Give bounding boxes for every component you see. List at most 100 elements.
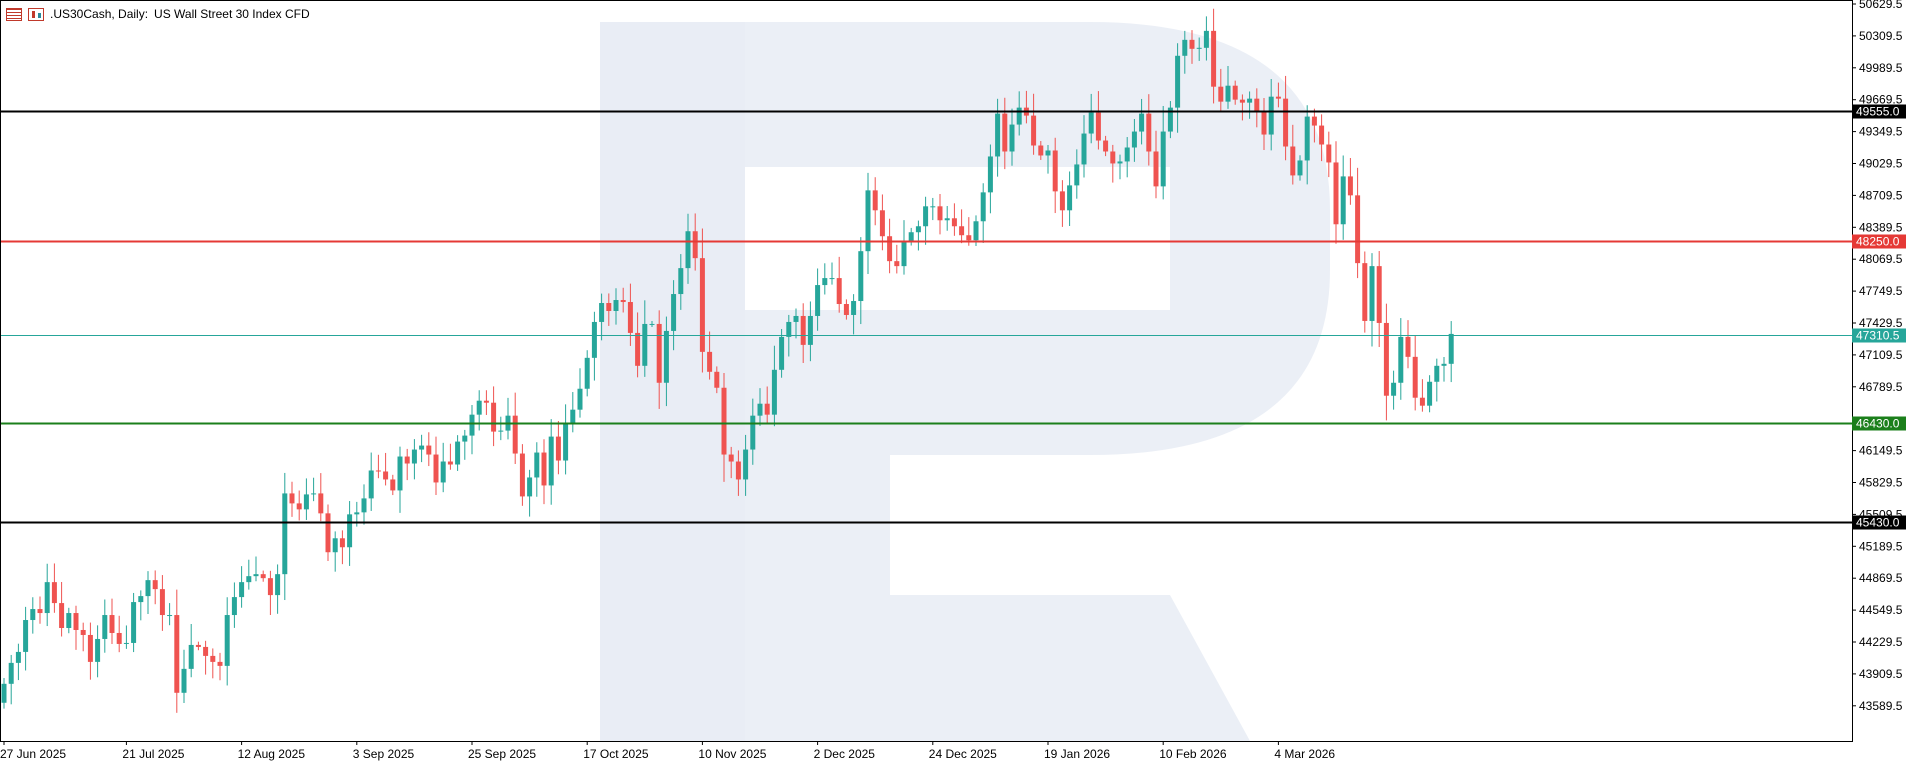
y-tick-label: 47429.5 — [1859, 316, 1903, 330]
candle-body — [462, 435, 468, 442]
candlestick-chart-icon[interactable] — [28, 7, 44, 21]
candle-body — [368, 470, 374, 499]
candle-body — [181, 668, 187, 693]
y-tick-label: 43909.5 — [1859, 667, 1903, 681]
x-tick-label: 21 Jul 2025 — [122, 747, 184, 761]
candle-body — [1203, 30, 1209, 48]
candle-body — [123, 642, 129, 644]
x-tick-label: 25 Sep 2025 — [468, 747, 536, 761]
candle-body — [303, 494, 309, 510]
candle-body — [915, 226, 921, 233]
candle-body — [1376, 266, 1382, 323]
candle-body — [1427, 381, 1433, 406]
candle-body — [66, 613, 72, 628]
candle-body — [1297, 160, 1303, 176]
y-tick-label: 46789.5 — [1859, 380, 1903, 394]
candle-body — [318, 493, 324, 514]
candle-body — [793, 315, 799, 322]
y-tick-label: 45189.5 — [1859, 539, 1903, 553]
level-price-label: 45430.0 — [1856, 516, 1900, 530]
y-tick-label: 46149.5 — [1859, 444, 1903, 458]
candle-body — [87, 634, 93, 662]
candle-body — [267, 578, 273, 596]
candle-body — [167, 615, 173, 617]
candle-body — [1139, 113, 1145, 132]
watermark-logo — [600, 22, 1330, 741]
candle-body — [325, 513, 331, 553]
candle-body — [339, 538, 345, 548]
candle-body — [195, 644, 201, 647]
candle-body — [519, 453, 525, 497]
chart-header: .US30Cash, Daily: US Wall Street 30 Inde… — [6, 6, 310, 22]
candle-body — [188, 644, 194, 669]
candle-body — [563, 423, 569, 461]
candle-body — [1067, 185, 1073, 211]
candle-body — [642, 323, 648, 366]
candle-body — [555, 436, 561, 461]
y-tick-label: 43589.5 — [1859, 699, 1903, 713]
candle-body — [332, 538, 338, 553]
candle-body — [1448, 333, 1454, 364]
candle-body — [109, 615, 115, 633]
candle-body — [1182, 39, 1188, 56]
candle-body — [1117, 161, 1123, 164]
candle-body — [721, 387, 727, 455]
candle-body — [851, 301, 857, 315]
candle-body — [203, 646, 209, 656]
candle-body — [131, 602, 137, 643]
candle-body — [591, 321, 597, 358]
candle-body — [51, 582, 57, 604]
level-price-tag — [1852, 328, 1906, 343]
candle-body — [865, 190, 871, 252]
candle-body — [138, 596, 144, 603]
candle-body — [30, 609, 36, 621]
candle-body — [930, 206, 936, 208]
candle-body — [1268, 96, 1274, 135]
candle-body — [469, 414, 475, 436]
candle-body — [433, 454, 439, 483]
level-price-tag — [1852, 515, 1906, 530]
candle-body — [1391, 382, 1397, 396]
candle-body — [995, 113, 1001, 157]
candle-body — [145, 580, 151, 597]
candle-body — [944, 218, 950, 221]
level-price-tag — [1852, 104, 1906, 119]
candle-body — [872, 190, 878, 211]
candle-body — [80, 629, 86, 635]
y-tick-label: 49669.5 — [1859, 93, 1903, 107]
candle-body — [620, 300, 626, 303]
candle-body — [584, 357, 590, 389]
candle-body — [404, 456, 410, 464]
level-price-tag — [1852, 416, 1906, 431]
candle-body — [815, 285, 821, 316]
candle-body — [987, 156, 993, 193]
quotes-list-icon[interactable] — [6, 7, 22, 21]
candle-body — [1355, 195, 1361, 264]
candle-body — [1110, 151, 1116, 164]
candle-body — [1333, 162, 1339, 225]
candle-body — [1275, 96, 1281, 99]
candle-body — [455, 441, 461, 465]
y-tick-label: 49989.5 — [1859, 61, 1903, 75]
candle-body — [419, 445, 425, 450]
x-tick-label: 12 Aug 2025 — [238, 747, 306, 761]
candle-body — [779, 336, 785, 370]
candle-body — [1, 683, 7, 703]
candle-body — [699, 258, 705, 352]
candle-body — [980, 192, 986, 222]
candle-body — [1239, 99, 1245, 103]
candle-body — [1218, 86, 1224, 102]
y-tick-label: 50309.5 — [1859, 29, 1903, 43]
candle-body — [275, 574, 281, 596]
plot-frame — [0, 0, 1853, 742]
candle-body — [1160, 131, 1166, 187]
candle-body — [879, 210, 885, 237]
candle-body — [1153, 151, 1159, 187]
candle-body — [937, 206, 943, 221]
level-price-label: 46430.0 — [1856, 417, 1900, 431]
symbol-label: .US30Cash, Daily: — [50, 7, 149, 21]
candle-body — [15, 651, 21, 663]
candle-body — [541, 452, 547, 486]
